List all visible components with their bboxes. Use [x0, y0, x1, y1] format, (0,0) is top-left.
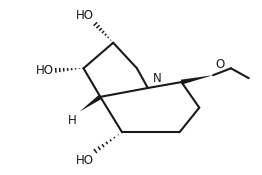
Polygon shape — [80, 95, 102, 112]
Text: HO: HO — [75, 154, 93, 167]
Text: H: H — [68, 114, 77, 127]
Text: HO: HO — [75, 9, 93, 22]
Text: N: N — [153, 72, 161, 85]
Text: HO: HO — [36, 64, 54, 77]
Polygon shape — [181, 75, 213, 85]
Text: O: O — [215, 58, 224, 71]
